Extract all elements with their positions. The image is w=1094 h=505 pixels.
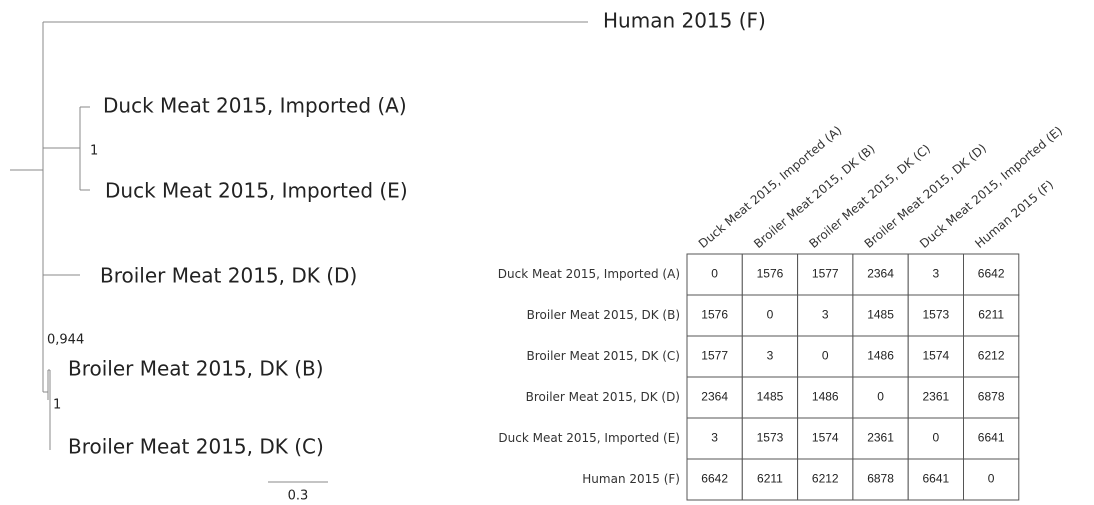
cell-value: 1574 bbox=[922, 349, 949, 363]
cell-value: 1576 bbox=[701, 308, 728, 322]
row-header: Human 2015 (F) bbox=[582, 472, 680, 486]
cell-value: 3 bbox=[767, 349, 774, 363]
cell-value: 3 bbox=[822, 308, 829, 322]
row-header: Broiler Meat 2015, DK (D) bbox=[526, 390, 680, 404]
cell bbox=[852, 294, 909, 337]
cell-value: 0 bbox=[933, 431, 940, 445]
cell-value: 6642 bbox=[978, 267, 1005, 281]
cell bbox=[963, 335, 1020, 378]
cell bbox=[963, 253, 1020, 296]
cell-value: 1573 bbox=[922, 308, 949, 322]
row-header: Duck Meat 2015, Imported (E) bbox=[498, 431, 680, 445]
cell-value: 6641 bbox=[978, 431, 1005, 445]
cell bbox=[741, 458, 799, 501]
cell-value: 6211 bbox=[978, 308, 1004, 322]
support-value: 1 bbox=[90, 144, 98, 159]
cell bbox=[797, 458, 854, 501]
leaf-label: Duck Meat 2015, Imported (A) bbox=[103, 94, 407, 118]
cell-value: 0 bbox=[822, 349, 829, 363]
cell-value: 0 bbox=[767, 308, 774, 322]
cell-value: 3 bbox=[933, 267, 940, 281]
cell-value: 6211 bbox=[757, 472, 783, 486]
cell bbox=[963, 417, 1020, 460]
cell-value: 1485 bbox=[757, 390, 784, 404]
tree: Human 2015 (F) Duck Meat 2015, Imported … bbox=[10, 9, 766, 504]
cell-value: 1574 bbox=[812, 431, 839, 445]
cell-value: 1577 bbox=[812, 267, 839, 281]
cell bbox=[741, 253, 799, 296]
cell bbox=[852, 458, 909, 501]
cell bbox=[686, 335, 743, 378]
cell-value: 0 bbox=[711, 267, 718, 281]
cell bbox=[686, 376, 743, 419]
cell bbox=[852, 417, 909, 460]
cell-value: 2364 bbox=[701, 390, 728, 404]
cell-value: 6878 bbox=[978, 390, 1005, 404]
leaf-label: Human 2015 (F) bbox=[603, 9, 766, 33]
cell bbox=[797, 335, 854, 378]
leaf-label: Duck Meat 2015, Imported (E) bbox=[105, 179, 408, 203]
cell bbox=[797, 417, 854, 460]
cell-value: 1576 bbox=[757, 267, 784, 281]
cell bbox=[741, 335, 799, 378]
leaf-label: Broiler Meat 2015, DK (C) bbox=[68, 435, 324, 459]
cell-value: 0 bbox=[988, 472, 995, 486]
cell bbox=[741, 417, 799, 460]
cell bbox=[907, 417, 965, 460]
row-header: Broiler Meat 2015, DK (C) bbox=[527, 349, 681, 363]
distance-matrix: Duck Meat 2015, Imported (A) 0 1576 1577 236… bbox=[498, 123, 1065, 501]
cell bbox=[797, 294, 854, 337]
support-value: 1 bbox=[53, 398, 61, 413]
cell-value: 1486 bbox=[812, 390, 839, 404]
cell-value: 2361 bbox=[922, 390, 949, 404]
cell-value: 6878 bbox=[867, 472, 894, 486]
branches bbox=[10, 21, 588, 450]
cell-value: 2361 bbox=[867, 431, 894, 445]
cell bbox=[686, 458, 743, 501]
leaf-label: Broiler Meat 2015, DK (B) bbox=[68, 357, 324, 381]
cell-value: 1486 bbox=[867, 349, 894, 363]
cell bbox=[963, 458, 1020, 501]
cell bbox=[907, 458, 965, 501]
cell-value: 3 bbox=[711, 431, 718, 445]
scale-label: 0.3 bbox=[288, 489, 309, 504]
row-header: Duck Meat 2015, Imported (A) bbox=[498, 267, 680, 281]
row-header: Broiler Meat 2015, DK (B) bbox=[527, 308, 680, 322]
cell-value: 1485 bbox=[867, 308, 894, 322]
cell bbox=[963, 376, 1020, 419]
cell-value: 6212 bbox=[978, 349, 1005, 363]
cell-value: 1577 bbox=[701, 349, 728, 363]
support-value: 0,944 bbox=[47, 333, 84, 348]
cell-value: 6212 bbox=[812, 472, 839, 486]
cell-value: 6642 bbox=[701, 472, 728, 486]
cell-value: 1573 bbox=[757, 431, 784, 445]
cell-value: 0 bbox=[877, 390, 884, 404]
cell-value: 2364 bbox=[867, 267, 894, 281]
cell bbox=[963, 294, 1020, 337]
cell-value: 6641 bbox=[922, 472, 949, 486]
cell bbox=[907, 294, 965, 337]
leaf-label: Broiler Meat 2015, DK (D) bbox=[100, 264, 357, 288]
